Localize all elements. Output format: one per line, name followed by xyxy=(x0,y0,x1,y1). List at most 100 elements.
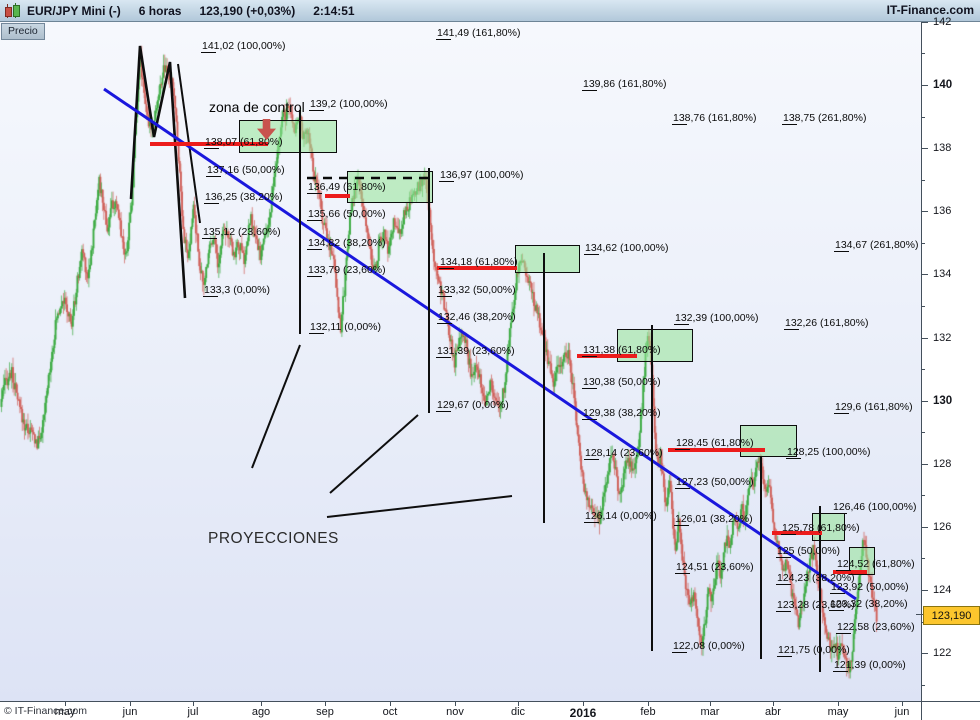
fib-level-label: 126,46 (100,00%) xyxy=(832,501,917,514)
fib-level-label: 124,23 (38,20%) xyxy=(776,572,855,585)
fib-level-label: 134,62 (100,00%) xyxy=(584,242,669,255)
x-tick xyxy=(261,702,262,706)
fib-618-line xyxy=(772,531,822,535)
fib-level-label: 136,25 (38,20%) xyxy=(204,191,283,204)
y-axis-label: 124 xyxy=(933,584,952,597)
control-zone-box xyxy=(239,120,337,153)
fib-618-level-lines xyxy=(0,22,921,701)
fib-618-line xyxy=(668,448,765,452)
last-quote: 123,190 (+0,03%) xyxy=(199,3,296,18)
y-minor-tick xyxy=(922,242,925,244)
y-axis-label: 140 xyxy=(933,79,953,91)
fib-level-label: 133,79 (23,60%) xyxy=(307,264,386,277)
x-tick xyxy=(838,702,839,706)
y-axis-label: 142 xyxy=(933,15,952,28)
fib-618-line xyxy=(325,194,350,198)
y-major-tick xyxy=(922,21,928,23)
x-axis-label: jul xyxy=(187,706,199,718)
fib-level-label: 134,18 (61,80%) xyxy=(439,256,518,269)
y-major-tick xyxy=(922,274,928,276)
fib-anchor-line xyxy=(299,110,301,334)
fib-level-label: 132,26 (161,80%) xyxy=(784,317,869,330)
fib-level-label: 128,25 (100,00%) xyxy=(786,446,871,459)
y-minor-tick xyxy=(922,558,925,560)
x-tick xyxy=(325,702,326,706)
x-axis-label: may xyxy=(827,706,849,718)
x-axis-label: ago xyxy=(251,706,271,718)
fib-level-label: 135,66 (50,00%) xyxy=(307,208,386,221)
y-axis-label: 138 xyxy=(933,142,952,155)
x-axis-label: 2016 xyxy=(569,706,597,720)
y-axis-label: 132 xyxy=(933,331,952,344)
proyecciones-label: PROYECCIONES xyxy=(208,530,339,547)
y-axis-label: 122 xyxy=(933,647,952,660)
fib-level-label: 122,58 (23,60%) xyxy=(836,621,915,634)
y-minor-tick xyxy=(922,432,925,434)
fib-level-label: 134,82 (38,20%) xyxy=(307,237,386,250)
y-axis-label: 134 xyxy=(933,268,952,281)
fib-level-label: 139,86 (161,80%) xyxy=(582,78,667,91)
fib-level-label: 134,67 (261,80%) xyxy=(834,239,919,252)
zona-de-control-label: zona de control xyxy=(209,99,305,115)
x-axis-label: abr xyxy=(765,706,781,718)
fib-level-label: 138,07 (61,80%) xyxy=(204,136,283,149)
candlestick-icon xyxy=(4,3,20,18)
fib-anchor-lines xyxy=(0,22,921,701)
fib-level-label: 139,2 (100,00%) xyxy=(309,98,388,111)
axis-separator-vertical xyxy=(921,22,922,720)
x-tick xyxy=(455,702,456,706)
fib-level-label: 123,28 (23,60%) xyxy=(776,599,855,612)
time-axis[interactable]: may jun jul ago sep oct nov dic 2016 feb mar abr may… xyxy=(0,702,980,720)
control-zone-box xyxy=(347,171,433,203)
x-axis-label: jun xyxy=(122,706,138,718)
brand-label: IT-Finance.com xyxy=(886,3,974,17)
price-axis[interactable]: 142 140 138 136 134 132 130 128 126 124 122 xyxy=(922,16,980,701)
control-zone-boxes xyxy=(0,22,921,701)
fib-level-label: 133,3 (0,00%) xyxy=(203,284,270,297)
y-minor-tick xyxy=(922,369,925,371)
control-zone-box xyxy=(515,245,580,273)
price-tag-tick xyxy=(916,614,923,615)
fib-anchor-line xyxy=(651,325,653,651)
tab-precio[interactable]: Precio xyxy=(1,23,45,40)
y-major-tick xyxy=(922,463,928,465)
fib-level-label: 138,76 (161,80%) xyxy=(672,112,757,125)
x-axis-label: feb xyxy=(640,706,656,718)
fib-level-label: 123,92 (50,00%) xyxy=(830,581,909,594)
fib-level-label: 137,16 (50,00%) xyxy=(206,164,285,177)
fib-level-label: 131,38 (61,80%) xyxy=(582,344,661,357)
fib-618-line xyxy=(577,354,637,358)
last-price-tag: 123,190 xyxy=(923,606,980,625)
fib-level-label: 127,23 (50,00%) xyxy=(675,476,754,489)
fib-anchor-line xyxy=(428,168,430,413)
fib-618-line xyxy=(437,266,517,270)
fib-level-label: 132,39 (100,00%) xyxy=(674,312,759,325)
y-axis-label: 130 xyxy=(933,394,953,407)
fib-level-label: 129,67 (0,00%) xyxy=(436,399,509,412)
fib-anchor-line xyxy=(760,456,762,659)
fib-level-label: 135,12 (23,60%) xyxy=(202,226,281,239)
x-tick xyxy=(583,702,584,706)
clock: 2:14:51 xyxy=(313,3,355,18)
fib-level-label: 129,38 (38,20%) xyxy=(582,407,661,420)
fib-level-label: 122,08 (0,00%) xyxy=(672,640,745,653)
x-axis-label: nov xyxy=(446,706,464,718)
fib-level-label: 124,52 (61,80%) xyxy=(836,558,915,571)
fib-level-label: 129,6 (161,80%) xyxy=(834,401,913,414)
y-major-tick xyxy=(922,337,928,339)
x-axis-label: mar xyxy=(700,706,720,718)
fib-level-label: 136,49 (61,80%) xyxy=(307,181,386,194)
x-tick xyxy=(518,702,519,706)
fib-level-label: 123,32 (38,20%) xyxy=(829,598,908,611)
fib-level-label: 128,14 (23,60%) xyxy=(584,447,663,460)
fib-anchor-line xyxy=(543,253,545,523)
y-major-tick xyxy=(922,400,928,402)
y-minor-tick xyxy=(922,305,925,307)
chart-plot-area[interactable]: 141,02 (100,00%) 138,07 (61,80%) 137,16 (5… xyxy=(0,22,921,717)
annotation-polyline xyxy=(129,45,187,299)
fib-level-label: 121,75 (0,00%) xyxy=(777,644,850,657)
x-tick xyxy=(773,702,774,706)
fib-level-label: 141,02 (100,00%) xyxy=(201,40,286,53)
y-major-tick xyxy=(922,85,928,86)
